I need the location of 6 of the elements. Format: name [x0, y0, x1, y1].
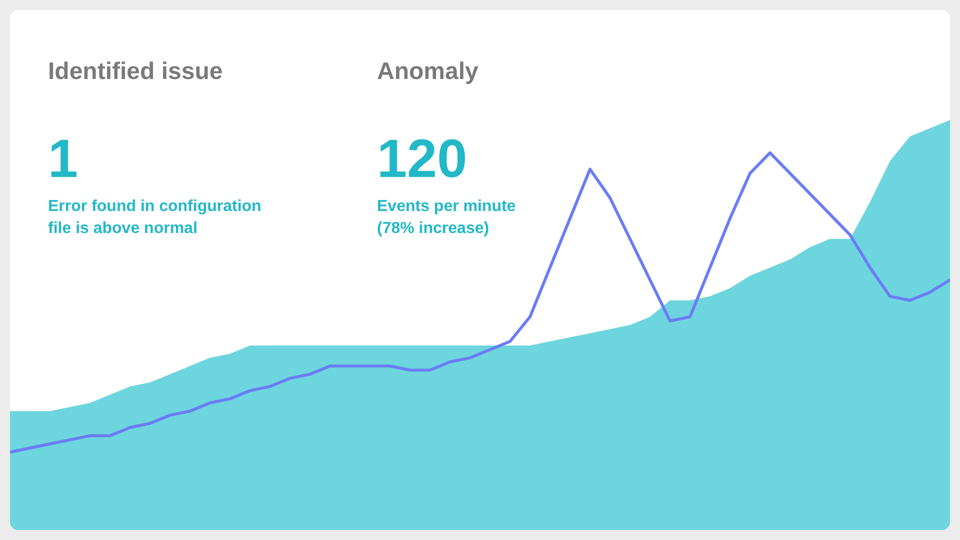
- annotation: 120: [377, 128, 468, 190]
- annotation: Error found in configuration file is above normal: [48, 197, 262, 239]
- annotation: 1: [48, 128, 80, 190]
- annotation: Events per minute (78% increase): [377, 197, 517, 239]
- text: Identified issue: [48, 58, 224, 86]
- text: Anomaly: [377, 58, 480, 86]
